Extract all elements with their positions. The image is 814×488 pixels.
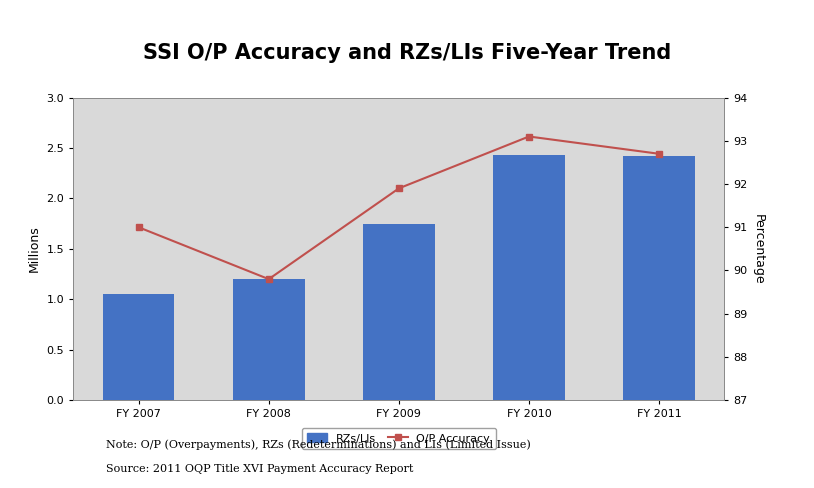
- Bar: [103, 294, 174, 400]
- Text: Source: 2011 OQP Title XVI Payment Accuracy Report: Source: 2011 OQP Title XVI Payment Accur…: [106, 464, 414, 473]
- Y-axis label: Percentage: Percentage: [751, 214, 764, 284]
- Text: Note: O/P (Overpayments), RZs (Redeterminations) and LIs (Limited Issue): Note: O/P (Overpayments), RZs (Redetermi…: [106, 439, 531, 450]
- Y-axis label: Millions: Millions: [28, 225, 41, 272]
- Bar: [624, 156, 695, 400]
- Text: SSI O/P Accuracy and RZs/LIs Five-Year Trend: SSI O/P Accuracy and RZs/LIs Five-Year T…: [143, 43, 671, 63]
- Bar: [363, 224, 435, 400]
- Legend: RZs/LIs, O/P Accuracy: RZs/LIs, O/P Accuracy: [302, 427, 496, 449]
- Bar: [233, 279, 304, 400]
- Bar: [493, 155, 565, 400]
